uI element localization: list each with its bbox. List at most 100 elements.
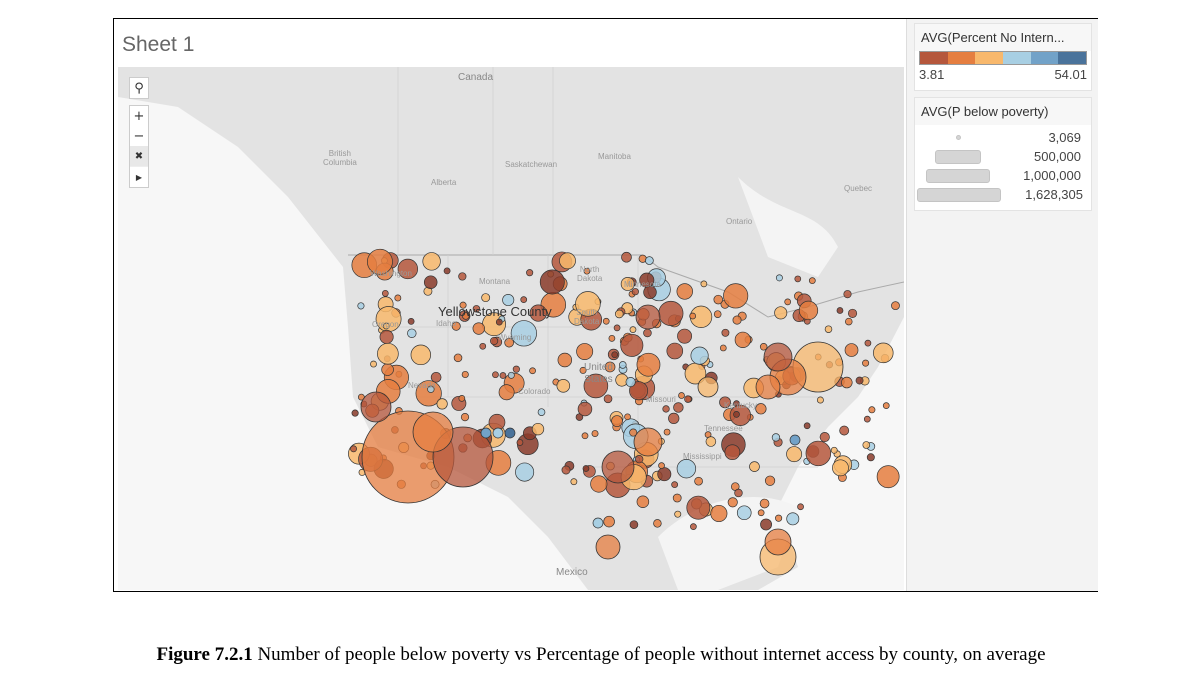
county-mark[interactable] bbox=[798, 300, 819, 321]
county-mark[interactable] bbox=[645, 256, 654, 265]
county-mark[interactable] bbox=[668, 412, 680, 425]
county-mark[interactable] bbox=[495, 318, 503, 326]
county-mark[interactable] bbox=[472, 322, 485, 335]
county-mark[interactable] bbox=[697, 376, 719, 398]
county-mark[interactable] bbox=[459, 301, 467, 309]
county-mark[interactable] bbox=[719, 344, 727, 352]
county-mark[interactable] bbox=[479, 342, 487, 350]
county-mark[interactable] bbox=[629, 428, 638, 437]
county-mark[interactable] bbox=[351, 409, 359, 417]
county-mark[interactable] bbox=[591, 430, 599, 438]
county-mark[interactable] bbox=[727, 497, 738, 508]
county-mark[interactable] bbox=[561, 465, 571, 475]
county-mark[interactable] bbox=[583, 373, 609, 399]
county-mark[interactable] bbox=[382, 322, 390, 330]
county-mark[interactable] bbox=[658, 462, 665, 469]
county-mark[interactable] bbox=[666, 342, 684, 360]
county-mark[interactable] bbox=[502, 293, 515, 307]
county-mark[interactable] bbox=[636, 495, 650, 508]
county-mark[interactable] bbox=[786, 446, 803, 463]
county-mark[interactable] bbox=[633, 427, 663, 457]
county-mark[interactable] bbox=[397, 258, 419, 280]
county-mark[interactable] bbox=[689, 312, 697, 320]
county-mark[interactable] bbox=[423, 275, 438, 289]
county-mark[interactable] bbox=[629, 520, 639, 529]
county-mark[interactable] bbox=[734, 488, 743, 498]
county-mark[interactable] bbox=[662, 405, 670, 413]
county-mark[interactable] bbox=[570, 478, 578, 486]
county-mark[interactable] bbox=[794, 275, 802, 283]
county-mark[interactable] bbox=[629, 381, 649, 401]
county-mark[interactable] bbox=[595, 534, 621, 560]
county-mark[interactable] bbox=[592, 517, 604, 529]
county-mark[interactable] bbox=[407, 318, 415, 325]
county-mark[interactable] bbox=[608, 334, 616, 342]
county-mark[interactable] bbox=[603, 394, 613, 404]
county-mark[interactable] bbox=[370, 360, 377, 368]
county-mark[interactable] bbox=[504, 427, 516, 439]
county-mark[interactable] bbox=[507, 371, 515, 379]
county-mark[interactable] bbox=[724, 444, 741, 461]
county-mark[interactable] bbox=[557, 352, 573, 368]
county-mark[interactable] bbox=[629, 326, 637, 334]
county-mark[interactable] bbox=[705, 436, 717, 447]
county-mark[interactable] bbox=[350, 445, 357, 453]
county-mark[interactable] bbox=[480, 427, 492, 439]
county-mark[interactable] bbox=[451, 321, 461, 331]
county-mark[interactable] bbox=[624, 413, 631, 421]
county-mark[interactable] bbox=[422, 252, 441, 271]
county-mark[interactable] bbox=[492, 427, 504, 439]
county-mark[interactable] bbox=[604, 361, 616, 373]
county-mark[interactable] bbox=[862, 441, 871, 449]
county-mark[interactable] bbox=[407, 328, 417, 338]
county-mark[interactable] bbox=[377, 342, 399, 365]
county-mark[interactable] bbox=[614, 309, 624, 319]
county-mark[interactable] bbox=[653, 519, 662, 528]
zoom-in-button[interactable]: + bbox=[133, 108, 145, 124]
county-mark[interactable] bbox=[721, 328, 730, 337]
county-mark[interactable] bbox=[410, 344, 431, 366]
county-mark[interactable] bbox=[472, 305, 481, 313]
county-mark[interactable] bbox=[789, 434, 801, 446]
county-mark[interactable] bbox=[590, 475, 608, 493]
county-mark[interactable] bbox=[582, 465, 590, 472]
county-mark[interactable] bbox=[539, 269, 565, 295]
map-canvas[interactable] bbox=[118, 67, 904, 590]
county-mark[interactable] bbox=[357, 302, 365, 310]
county-mark[interactable] bbox=[635, 304, 661, 330]
county-mark[interactable] bbox=[678, 392, 685, 399]
county-mark[interactable] bbox=[734, 331, 751, 348]
map-search-button[interactable]: ⚲ bbox=[129, 77, 149, 99]
county-mark[interactable] bbox=[577, 401, 593, 417]
county-mark[interactable] bbox=[611, 415, 623, 427]
county-mark[interactable] bbox=[803, 422, 811, 430]
county-mark[interactable] bbox=[537, 408, 546, 416]
zoom-out-button[interactable]: − bbox=[133, 128, 145, 144]
county-mark[interactable] bbox=[556, 379, 571, 393]
county-mark[interactable] bbox=[845, 317, 853, 326]
county-mark[interactable] bbox=[462, 312, 470, 320]
county-mark[interactable] bbox=[575, 291, 601, 317]
county-mark[interactable] bbox=[620, 333, 644, 357]
county-mark[interactable] bbox=[700, 280, 708, 288]
county-mark[interactable] bbox=[841, 376, 853, 389]
county-mark[interactable] bbox=[613, 324, 621, 332]
county-mark[interactable] bbox=[719, 396, 731, 409]
size-legend[interactable]: AVG(P below poverty) 3,069 500,000 1,000… bbox=[914, 97, 1092, 211]
county-mark[interactable] bbox=[891, 301, 900, 311]
county-mark[interactable] bbox=[771, 433, 781, 442]
county-mark[interactable] bbox=[759, 342, 768, 351]
county-mark[interactable] bbox=[839, 425, 850, 436]
county-mark[interactable] bbox=[611, 351, 619, 359]
county-mark[interactable] bbox=[499, 372, 507, 379]
county-mark[interactable] bbox=[625, 376, 636, 388]
county-mark[interactable] bbox=[460, 413, 470, 422]
county-mark[interactable] bbox=[458, 272, 467, 281]
map-view[interactable]: Canada British Columbia Alberta Saskatch… bbox=[118, 67, 904, 590]
county-mark[interactable] bbox=[882, 402, 890, 409]
county-mark[interactable] bbox=[492, 371, 499, 379]
county-mark[interactable] bbox=[453, 353, 463, 363]
county-mark[interactable] bbox=[775, 274, 783, 282]
county-mark[interactable] bbox=[775, 514, 783, 522]
county-mark[interactable] bbox=[643, 285, 657, 300]
